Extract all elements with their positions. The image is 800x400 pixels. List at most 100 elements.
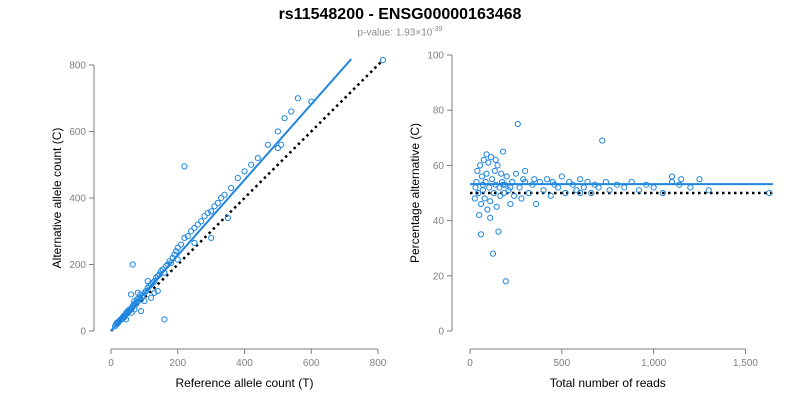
left-data-point bbox=[172, 248, 180, 255]
left-data-point bbox=[161, 316, 168, 323]
right-data-point bbox=[621, 184, 628, 191]
left-x-tick-label: 800 bbox=[370, 358, 387, 369]
right-data-point bbox=[533, 200, 540, 208]
right-data-point bbox=[521, 167, 529, 175]
right-data-point bbox=[488, 154, 495, 161]
left-data-point bbox=[288, 108, 295, 115]
left-data-point bbox=[214, 199, 221, 207]
left-y-tick-label: 0 bbox=[80, 327, 86, 338]
right-data-point bbox=[477, 200, 485, 208]
right-data-point bbox=[687, 184, 694, 191]
left-y-tick-label: 200 bbox=[69, 260, 86, 271]
left-data-point bbox=[294, 95, 301, 102]
left-data-point bbox=[274, 145, 281, 152]
right-data-point bbox=[481, 195, 488, 202]
left-data-point bbox=[122, 316, 130, 323]
left-data-point bbox=[218, 194, 225, 202]
left-data-point bbox=[228, 184, 235, 192]
left-data-point bbox=[379, 56, 387, 64]
right-data-point bbox=[500, 189, 508, 197]
right-data-point bbox=[495, 228, 502, 235]
right-data-point bbox=[678, 176, 685, 183]
left-data-point bbox=[147, 294, 155, 301]
right-data-point bbox=[476, 211, 483, 219]
left-data-point bbox=[241, 168, 248, 175]
chart-subtitle-pvalue: p-value: 1.93×10-39 bbox=[0, 26, 800, 38]
left-data-point bbox=[201, 213, 208, 220]
right-data-point bbox=[486, 184, 493, 191]
right-data-point bbox=[480, 156, 487, 163]
left-data-point bbox=[151, 289, 158, 296]
right-data-point bbox=[668, 173, 676, 180]
right-data-point bbox=[483, 170, 490, 177]
left-data-point bbox=[234, 174, 241, 182]
right-y-axis-label: Percentage alternative (C) bbox=[408, 123, 422, 263]
right-data-point bbox=[502, 278, 509, 285]
right-data-point bbox=[487, 198, 494, 205]
right-data-point bbox=[512, 170, 520, 177]
right-y-tick-label: 100 bbox=[427, 51, 444, 62]
right-data-point bbox=[531, 176, 538, 183]
right-data-point bbox=[475, 189, 482, 197]
right-y-tick-label: 40 bbox=[433, 216, 445, 227]
right-data-point bbox=[479, 187, 486, 194]
right-data-point bbox=[489, 250, 497, 257]
right-data-point bbox=[477, 231, 485, 238]
left-data-point bbox=[248, 161, 255, 168]
left-x-tick-label: 600 bbox=[303, 358, 320, 369]
chart-title: rs11548200 - ENSG00000163468 bbox=[278, 6, 522, 23]
right-data-point bbox=[492, 156, 499, 163]
left-x-axis-label: Reference allele count (T) bbox=[175, 376, 313, 390]
left-y-tick-label: 400 bbox=[69, 193, 86, 204]
right-x-tick-label: 0 bbox=[467, 358, 473, 369]
left-fit-line bbox=[110, 58, 353, 332]
right-data-point bbox=[588, 189, 595, 197]
right-y-tick-label: 80 bbox=[433, 106, 445, 117]
left-data-point bbox=[281, 115, 288, 122]
right-data-point bbox=[494, 162, 501, 169]
left-data-point bbox=[184, 233, 191, 240]
right-data-point bbox=[510, 192, 518, 199]
right-y-tick-label: 60 bbox=[433, 161, 445, 172]
right-data-point bbox=[498, 170, 505, 177]
right-data-point bbox=[696, 176, 703, 183]
left-data-point bbox=[177, 241, 185, 248]
left-data-point bbox=[208, 234, 215, 241]
left-data-point bbox=[198, 218, 205, 225]
right-data-point bbox=[635, 187, 643, 194]
left-data-point bbox=[137, 307, 145, 315]
right-data-point bbox=[518, 195, 525, 202]
left-data-point bbox=[194, 221, 201, 228]
left-data-point bbox=[208, 208, 215, 215]
left-reference-line bbox=[110, 59, 384, 332]
left-data-point bbox=[204, 209, 211, 217]
left-data-point bbox=[142, 287, 150, 295]
right-data-point bbox=[659, 189, 666, 197]
left-data-point bbox=[127, 291, 135, 298]
left-data-point bbox=[191, 224, 198, 232]
left-x-tick-label: 0 bbox=[108, 358, 114, 369]
right-data-point bbox=[577, 176, 584, 183]
right-data-point bbox=[503, 173, 510, 180]
left-data-point bbox=[181, 234, 188, 241]
right-data-point bbox=[491, 167, 498, 175]
right-data-point bbox=[507, 200, 514, 208]
left-data-point bbox=[134, 289, 141, 296]
right-data-point bbox=[493, 203, 500, 210]
right-data-point bbox=[483, 151, 490, 158]
right-data-point bbox=[478, 173, 486, 180]
left-data-point bbox=[254, 154, 261, 162]
right-data-point bbox=[488, 176, 496, 183]
left-data-point bbox=[144, 278, 151, 285]
left-data-point bbox=[151, 278, 158, 285]
right-data-point bbox=[547, 192, 554, 199]
right-data-point bbox=[555, 184, 562, 191]
right-data-point bbox=[477, 162, 484, 169]
left-y-axis-label: Alternative allele count (C) bbox=[50, 128, 64, 269]
right-data-point bbox=[558, 173, 565, 180]
left-data-point bbox=[174, 244, 181, 251]
right-data-point bbox=[606, 187, 613, 194]
